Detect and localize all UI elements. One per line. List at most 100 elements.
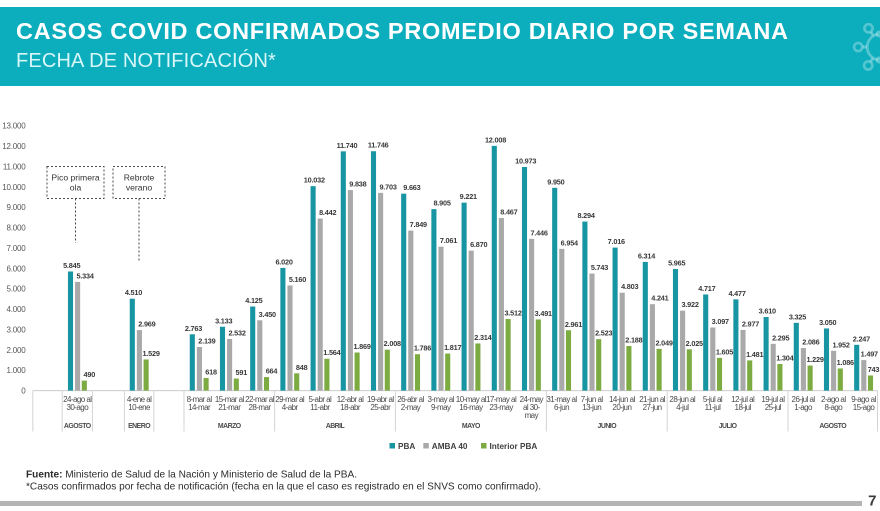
- svg-text:1.497: 1.497: [861, 350, 878, 359]
- svg-text:1.786: 1.786: [414, 344, 431, 353]
- svg-text:3.050: 3.050: [819, 318, 836, 327]
- svg-text:12-abr al: 12-abr al: [337, 395, 364, 404]
- svg-text:6.000: 6.000: [6, 264, 26, 273]
- svg-text:5.845: 5.845: [63, 261, 80, 270]
- svg-text:10-ene: 10-ene: [128, 403, 151, 412]
- svg-text:5.334: 5.334: [76, 271, 94, 280]
- svg-text:2.961: 2.961: [565, 320, 582, 329]
- svg-text:3.325: 3.325: [789, 312, 806, 321]
- svg-text:6.954: 6.954: [561, 238, 579, 247]
- svg-text:1.605: 1.605: [716, 347, 733, 356]
- svg-text:664: 664: [266, 367, 279, 376]
- svg-text:AGOSTO: AGOSTO: [64, 423, 92, 430]
- svg-text:13-jun: 13-jun: [582, 403, 601, 412]
- svg-text:2.532: 2.532: [228, 329, 245, 338]
- svg-text:5-jul al: 5-jul al: [703, 395, 723, 404]
- svg-text:2-ago al: 2-ago al: [821, 395, 846, 404]
- svg-text:3.133: 3.133: [215, 316, 232, 325]
- svg-text:9-ago al: 9-ago al: [851, 395, 876, 404]
- svg-text:4-ene al: 4-ene al: [127, 395, 152, 404]
- svg-text:12.000: 12.000: [2, 142, 26, 151]
- svg-text:4.510: 4.510: [125, 288, 142, 297]
- svg-text:2.763: 2.763: [185, 324, 202, 333]
- svg-text:3.922: 3.922: [681, 300, 698, 309]
- svg-text:9.221: 9.221: [460, 192, 477, 201]
- svg-text:1.817: 1.817: [444, 343, 461, 352]
- svg-text:591: 591: [236, 368, 248, 377]
- svg-text:6-jun: 6-jun: [554, 403, 569, 412]
- svg-text:2.295: 2.295: [772, 333, 789, 342]
- svg-text:25-jul: 25-jul: [765, 403, 782, 412]
- svg-text:9.838: 9.838: [349, 180, 366, 189]
- svg-text:7.446: 7.446: [530, 228, 547, 237]
- svg-text:2.000: 2.000: [6, 346, 26, 355]
- svg-text:1.229: 1.229: [806, 355, 823, 364]
- svg-text:5.000: 5.000: [6, 285, 26, 294]
- svg-text:JULIO: JULIO: [719, 423, 738, 430]
- svg-text:7-jun al: 7-jun al: [581, 395, 604, 404]
- svg-text:ENERO: ENERO: [128, 423, 151, 430]
- svg-text:1.952: 1.952: [832, 340, 849, 349]
- svg-text:22-mar al: 22-mar al: [245, 395, 275, 404]
- svg-text:27-jun: 27-jun: [643, 403, 662, 412]
- svg-text:7.016: 7.016: [608, 237, 625, 246]
- svg-text:JUNIO: JUNIO: [598, 423, 618, 430]
- svg-text:9.950: 9.950: [547, 177, 564, 186]
- svg-text:2.139: 2.139: [198, 337, 215, 346]
- svg-text:1.564: 1.564: [323, 348, 341, 357]
- svg-text:FECHA DE NOTIFICACIÓN*: FECHA DE NOTIFICACIÓN*: [16, 49, 276, 72]
- svg-text:Fuente: Ministerio de Salud de: Fuente: Ministerio de Salud de la Nación…: [26, 470, 357, 481]
- svg-text:2.025: 2.025: [686, 339, 703, 348]
- svg-text:8.467: 8.467: [500, 208, 517, 217]
- svg-text:26-jul al: 26-jul al: [792, 395, 816, 404]
- svg-text:1-ago: 1-ago: [794, 403, 813, 412]
- svg-text:14-mar: 14-mar: [188, 403, 211, 412]
- svg-text:4.000: 4.000: [6, 305, 26, 314]
- svg-text:4.717: 4.717: [698, 284, 715, 293]
- svg-text:11.000: 11.000: [3, 162, 26, 171]
- svg-text:16-may: 16-may: [459, 403, 483, 412]
- svg-text:4-jul: 4-jul: [676, 403, 689, 412]
- svg-text:2.247: 2.247: [853, 334, 870, 343]
- svg-text:5-abr al: 5-abr al: [309, 395, 332, 404]
- svg-text:MAYO: MAYO: [462, 423, 481, 430]
- svg-text:23-may: 23-may: [489, 403, 513, 412]
- svg-text:490: 490: [84, 370, 96, 379]
- svg-text:4-abr: 4-abr: [282, 403, 299, 412]
- svg-text:4.125: 4.125: [245, 296, 262, 305]
- svg-text:3.097: 3.097: [712, 317, 729, 326]
- svg-text:1.304: 1.304: [776, 354, 794, 363]
- svg-text:29-mar al: 29-mar al: [275, 395, 305, 404]
- svg-text:9.663: 9.663: [403, 183, 420, 192]
- svg-text:al 30-: al 30-: [523, 403, 541, 412]
- svg-text:18-abr: 18-abr: [340, 403, 361, 412]
- svg-text:4.477: 4.477: [728, 289, 745, 298]
- svg-text:5.743: 5.743: [591, 263, 608, 272]
- svg-text:3.512: 3.512: [504, 309, 521, 318]
- svg-text:4.803: 4.803: [621, 282, 638, 291]
- svg-text:21-mar: 21-mar: [218, 403, 241, 412]
- svg-text:10.032: 10.032: [304, 176, 325, 185]
- svg-text:13.000: 13.000: [2, 122, 26, 131]
- svg-text:15-mar al: 15-mar al: [215, 395, 245, 404]
- svg-text:743: 743: [868, 365, 880, 374]
- svg-text:verano: verano: [126, 183, 152, 193]
- svg-text:20-jun: 20-jun: [612, 403, 631, 412]
- svg-text:8-ago: 8-ago: [824, 403, 843, 412]
- svg-text:2.523: 2.523: [595, 329, 612, 338]
- svg-text:24-may: 24-may: [520, 395, 544, 404]
- svg-text:*Casos confirmados por fecha d: *Casos confirmados por fecha de notifica…: [26, 482, 541, 493]
- svg-text:12-jul al: 12-jul al: [731, 395, 755, 404]
- svg-text:2-may: 2-may: [401, 403, 421, 412]
- svg-text:2.969: 2.969: [138, 320, 155, 329]
- svg-text:3.000: 3.000: [6, 326, 26, 335]
- svg-text:2.049: 2.049: [655, 338, 672, 347]
- svg-text:18-jul: 18-jul: [735, 403, 752, 412]
- svg-text:5.965: 5.965: [668, 259, 685, 268]
- svg-text:4.241: 4.241: [651, 294, 668, 303]
- svg-text:AMBA 40: AMBA 40: [432, 442, 468, 451]
- svg-text:21-jun al: 21-jun al: [639, 395, 666, 404]
- svg-text:6.020: 6.020: [275, 257, 292, 266]
- svg-text:5.160: 5.160: [289, 275, 306, 284]
- svg-text:6.314: 6.314: [638, 251, 656, 260]
